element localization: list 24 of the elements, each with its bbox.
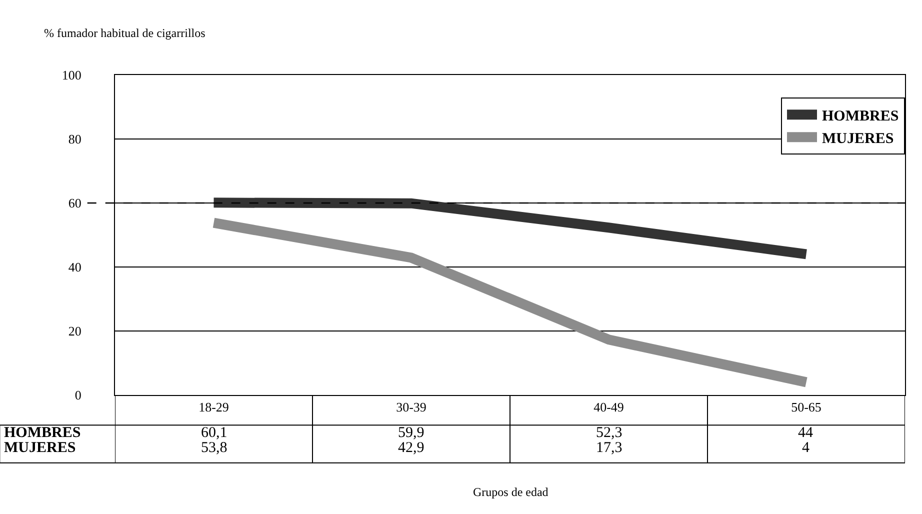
y-tick-label: 100: [62, 68, 82, 83]
y-tick-label: 0: [74, 388, 82, 403]
x-tick-label: 50-65: [791, 400, 822, 415]
data-label: 17,3: [596, 440, 622, 456]
text: MUJERES: [4, 440, 76, 456]
y-tick-label: 40: [68, 260, 82, 275]
data-label: 60,1: [201, 425, 228, 441]
text: HOMBRES: [4, 425, 81, 441]
y-tick-label: 20: [68, 324, 82, 339]
y-axis-title: % fumador habitual de cigarrillos: [44, 26, 206, 40]
y-tick-label: 60: [68, 196, 82, 211]
x-tick-label: 18-29: [198, 400, 229, 415]
x-tick-label: 30-39: [396, 400, 426, 415]
y-tick-label: 80: [68, 132, 82, 147]
x-tick-label: 40-49: [594, 400, 624, 415]
data-label: 52,3: [596, 425, 622, 441]
legend-label: MUJERES: [822, 131, 894, 147]
data-label: 44: [798, 425, 814, 441]
data-label: 4: [802, 440, 810, 456]
data-label: 53,8: [201, 440, 228, 456]
legend-label: HOMBRES: [822, 108, 899, 124]
data-label: 42,9: [398, 440, 424, 456]
text: Grupos de edad: [473, 485, 548, 499]
data-label: 59,9: [398, 425, 424, 441]
